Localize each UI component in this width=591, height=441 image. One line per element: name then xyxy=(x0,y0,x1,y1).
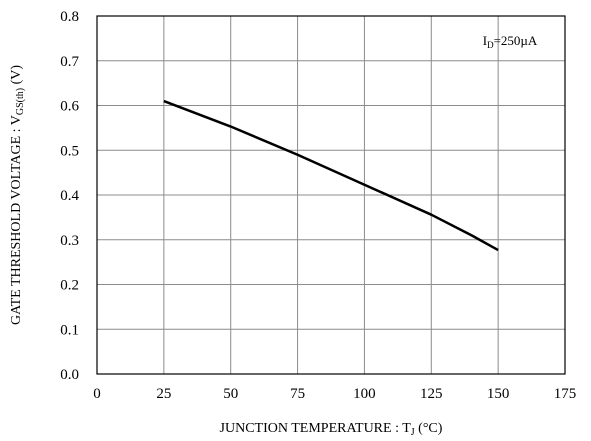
y-axis-ticks: 0.0 0.1 0.2 0.3 0.4 0.5 0.6 0.7 0.8 xyxy=(60,9,79,383)
y-tick-label: 0.5 xyxy=(60,143,79,159)
y-tick-label: 0.8 xyxy=(60,9,79,25)
x-axis-title: JUNCTION TEMPERATURE : TJ (°C) xyxy=(220,421,443,438)
y-tick-label: 0.0 xyxy=(60,367,79,383)
x-tick-label: 175 xyxy=(554,386,577,402)
grid xyxy=(97,16,565,374)
y-tick-label: 0.7 xyxy=(60,54,79,70)
x-tick-label: 25 xyxy=(156,386,171,402)
x-tick-label: 150 xyxy=(487,386,510,402)
x-axis-ticks: 0 25 50 75 100 125 150 175 xyxy=(93,386,576,402)
condition-label: ID=250µA xyxy=(483,33,538,50)
plot-frame xyxy=(96,15,566,375)
y-tick-label: 0.6 xyxy=(60,99,79,115)
y-tick-label: 0.4 xyxy=(60,188,79,204)
series-group xyxy=(163,99,499,252)
series-line xyxy=(163,99,499,252)
x-tick-label: 75 xyxy=(290,386,305,402)
x-tick-label: 100 xyxy=(353,386,376,402)
y-tick-label: 0.3 xyxy=(60,233,79,249)
x-tick-label: 50 xyxy=(223,386,238,402)
y-tick-label: 0.1 xyxy=(60,322,79,338)
condition-annotation: ID=250µA xyxy=(483,33,538,50)
y-axis-title: GATE THRESHOLD VOLTAGE : VGS(th) (V) xyxy=(9,65,26,325)
y-tick-label: 0.2 xyxy=(60,278,79,294)
x-tick-label: 125 xyxy=(420,386,443,402)
x-tick-label: 0 xyxy=(93,386,101,402)
